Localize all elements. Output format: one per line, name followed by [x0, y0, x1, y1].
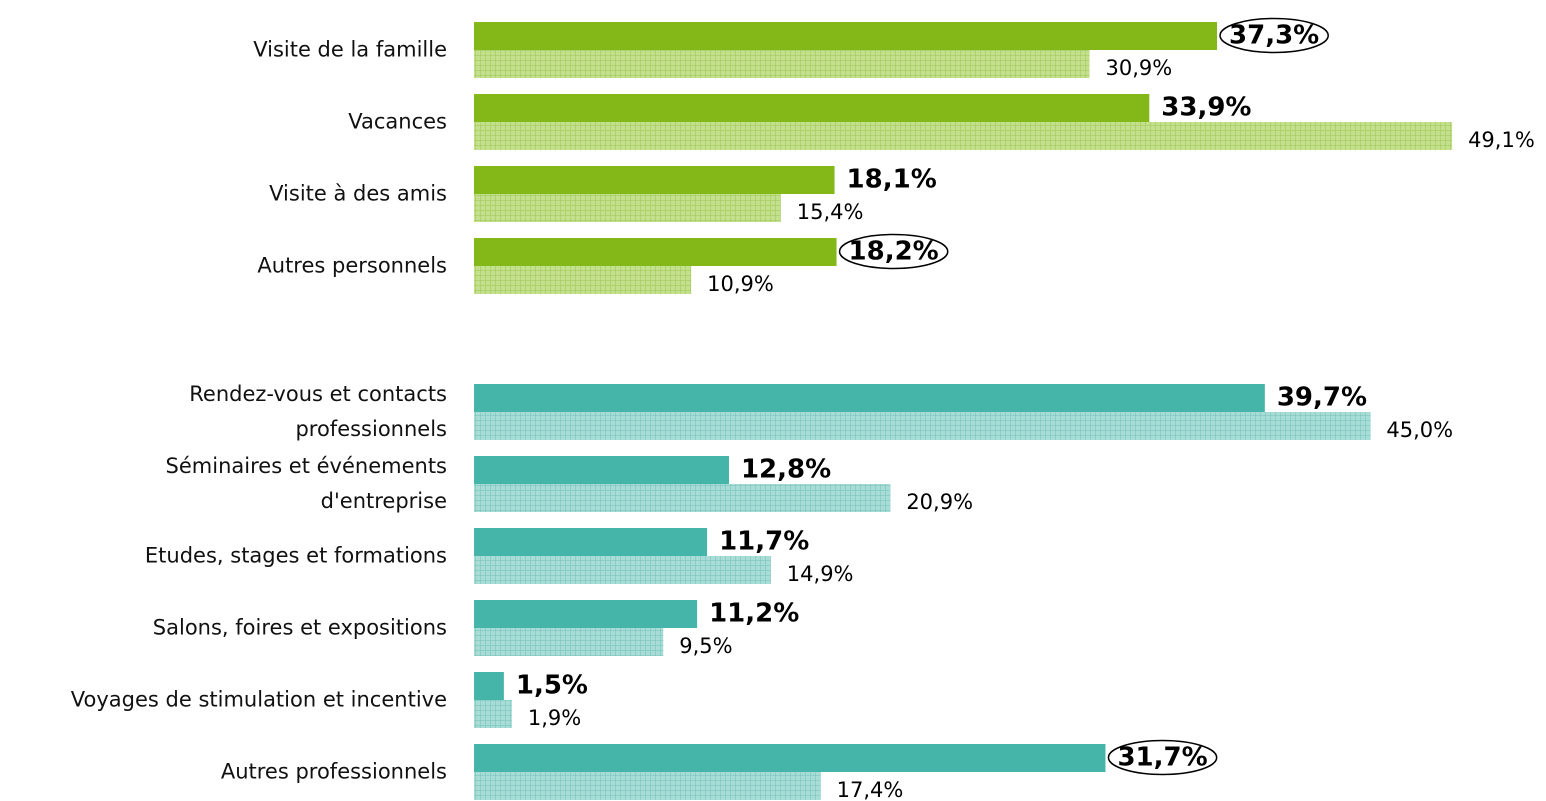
value-label: 17,4%	[837, 778, 904, 801]
value-label: 33,9%	[1161, 93, 1251, 123]
bar	[474, 556, 771, 584]
bar	[474, 700, 512, 728]
value-label: 11,7%	[719, 527, 809, 557]
bar	[474, 412, 1371, 440]
category-label: Etudes, stages et formations	[144, 543, 447, 568]
value-label: 20,9%	[906, 490, 973, 514]
value-label: 30,9%	[1106, 56, 1173, 80]
bar	[474, 238, 837, 266]
value-label: 18,1%	[847, 165, 937, 195]
bar	[474, 772, 821, 800]
bar	[474, 600, 698, 628]
highlight-circle	[838, 233, 949, 270]
value-label: 31,7%	[1117, 743, 1207, 773]
value-label: 1,5%	[516, 671, 588, 701]
value-label: 1,9%	[528, 706, 581, 730]
category-label: Salons, foires et expositions	[152, 615, 447, 640]
bar	[474, 50, 1090, 78]
highlight-circle	[1219, 17, 1329, 54]
bar	[474, 628, 664, 656]
value-label: 10,9%	[707, 272, 774, 296]
category-label: Visite à des amis	[269, 181, 447, 206]
bar	[474, 266, 692, 294]
bar	[474, 744, 1106, 772]
bar	[474, 22, 1218, 50]
value-label: 49,1%	[1468, 128, 1535, 152]
value-label: 39,7%	[1277, 383, 1367, 413]
category-label: Visite de la famille	[253, 37, 447, 62]
value-label: 18,2%	[849, 237, 939, 267]
category-label: Rendez-vous et contacts professionnels	[189, 382, 447, 441]
bar	[474, 166, 835, 194]
highlight-circle	[1107, 739, 1218, 776]
bar	[474, 672, 504, 700]
category-label: Voyages de stimulation et incentive	[70, 687, 447, 712]
value-label: 37,3%	[1229, 21, 1319, 51]
bar	[474, 528, 708, 556]
value-label: 15,4%	[797, 200, 864, 224]
bar	[474, 94, 1150, 122]
value-label: 12,8%	[741, 455, 831, 485]
bar	[474, 484, 891, 512]
value-label: 45,0%	[1386, 418, 1453, 442]
category-label: Autres professionnels	[220, 759, 447, 784]
category-label: Vacances	[348, 109, 447, 134]
bar	[474, 456, 729, 484]
value-label: 14,9%	[787, 562, 854, 586]
value-label: 11,2%	[709, 599, 799, 629]
category-label: Séminaires et événements d'entreprise	[165, 454, 447, 513]
bar	[474, 122, 1453, 150]
category-label: Autres personnels	[257, 253, 447, 278]
bar	[474, 384, 1265, 412]
bar	[474, 194, 781, 222]
value-label: 9,5%	[679, 634, 732, 658]
